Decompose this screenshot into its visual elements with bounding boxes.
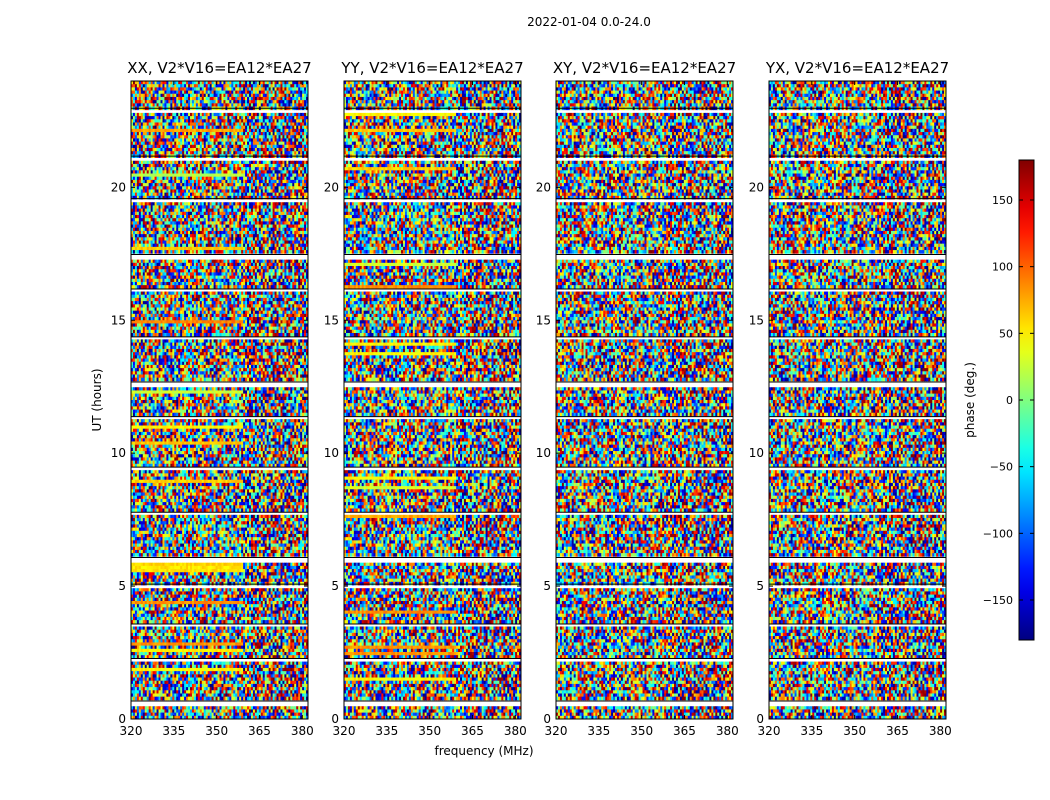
figure-suptitle: 2022-01-04 0.0-24.0 bbox=[527, 15, 651, 29]
x-axis-label: frequency (MHz) bbox=[434, 744, 533, 758]
